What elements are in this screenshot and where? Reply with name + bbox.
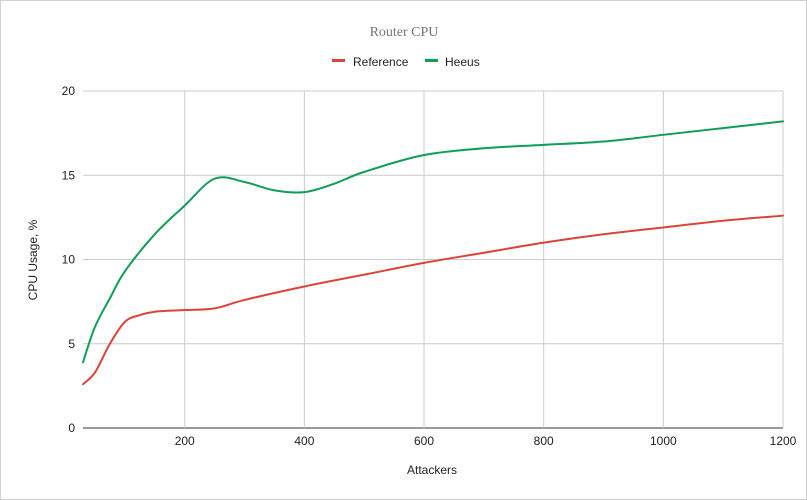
x-axis-title: Attackers bbox=[407, 463, 457, 477]
gridlines bbox=[83, 90, 784, 429]
legend: Reference Heeus bbox=[332, 55, 480, 69]
chart-title: Router CPU bbox=[370, 25, 439, 40]
axes: 0 5 10 15 20 200 400 600 800 1000 1200 bbox=[62, 84, 797, 448]
series-line-reference bbox=[82, 214, 784, 386]
series-lines bbox=[82, 120, 784, 386]
x-tick-label: 400 bbox=[294, 434, 314, 448]
y-tick-label: 15 bbox=[62, 168, 76, 182]
legend-swatch-reference bbox=[332, 59, 345, 62]
y-tick-label: 5 bbox=[68, 337, 75, 351]
legend-label-reference: Reference bbox=[353, 55, 409, 69]
y-axis-title: CPU Usage, % bbox=[26, 219, 40, 300]
y-tick-label: 0 bbox=[68, 421, 75, 435]
x-tick-label: 1200 bbox=[770, 434, 797, 448]
x-tick-label: 1000 bbox=[650, 434, 677, 448]
x-tick-label: 600 bbox=[414, 434, 434, 448]
x-tick-label: 200 bbox=[175, 434, 195, 448]
y-tick-label: 20 bbox=[62, 84, 76, 98]
legend-swatch-heeus bbox=[425, 59, 438, 62]
x-tick-label: 800 bbox=[534, 434, 554, 448]
series-line-heeus bbox=[82, 120, 784, 364]
y-tick-label: 10 bbox=[62, 253, 76, 267]
legend-label-heeus: Heeus bbox=[445, 55, 480, 69]
